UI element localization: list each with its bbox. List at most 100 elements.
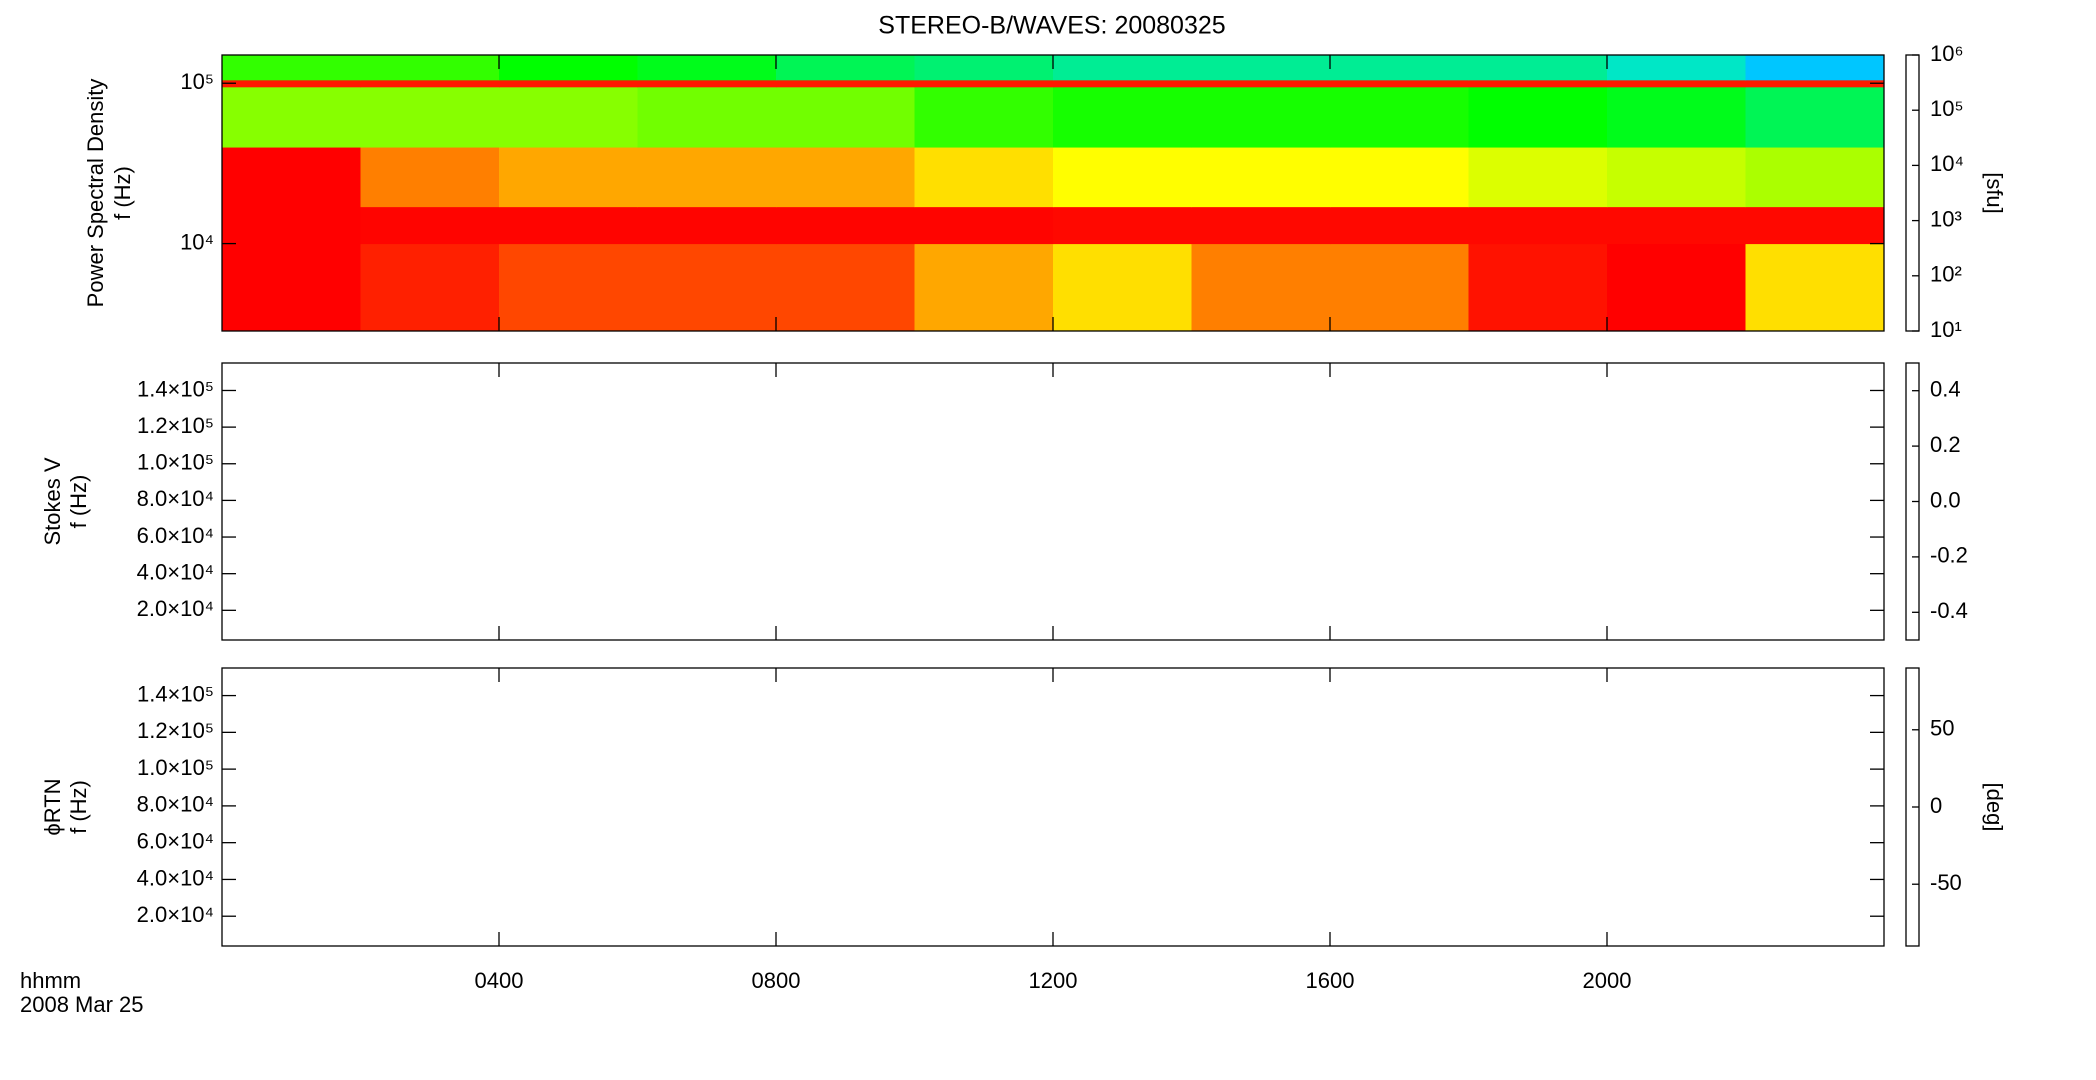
y-axis-label: f (Hz) [66, 780, 91, 834]
y-tick-label: 8.0×10⁴ [137, 792, 214, 817]
heatmap-cell [1745, 206, 1885, 245]
x-tick-label: 0400 [475, 968, 524, 993]
y-axis-label: ϕRTN [40, 778, 65, 835]
heatmap-cell [914, 55, 1054, 81]
heatmap-cell [1745, 55, 1885, 81]
colorbar-tick-label: 0.2 [1930, 432, 1961, 457]
heatmap-cell [1607, 55, 1746, 81]
heatmap-cell [499, 147, 638, 208]
x-tick-label: 1200 [1029, 968, 1078, 993]
x-tick-label: 2000 [1583, 968, 1632, 993]
x-tick-label: 1600 [1306, 968, 1355, 993]
y-tick-label: 2.0×10⁴ [137, 596, 214, 621]
heatmap-cell [1191, 55, 1331, 81]
heatmap-cell [776, 147, 915, 208]
heatmap-cell [360, 243, 500, 332]
heatmap-cell [1330, 86, 1469, 148]
heatmap-cell [1330, 79, 1469, 88]
colorbar-tick-label: 50 [1930, 716, 1954, 741]
heatmap-cell [637, 243, 777, 332]
colorbar-tick-label: -50 [1930, 870, 1962, 895]
y-axis-label: Power Spectral Density [83, 79, 108, 308]
colorbar-tick-label: 10² [1930, 262, 1962, 287]
y-axis-label: f (Hz) [66, 475, 91, 529]
heatmap-cell [222, 86, 361, 148]
plot-frame [221, 667, 1885, 947]
y-tick-label: 10⁴ [180, 229, 214, 254]
heatmap-cell [914, 243, 1054, 332]
colorbar-tick-label: 0 [1930, 793, 1942, 818]
heatmap-cell [914, 86, 1054, 148]
heatmap-cell [499, 86, 638, 148]
heatmap-cell [222, 55, 361, 81]
heatmap-cell [1053, 79, 1192, 88]
colorbar-tick-label: 0.4 [1930, 377, 1961, 402]
heatmap-cell [1468, 86, 1608, 148]
heatmap-cell [914, 206, 1054, 245]
heatmap-cell [1607, 206, 1746, 245]
heatmap-cell [914, 147, 1054, 208]
y-axis-label: f (Hz) [110, 166, 135, 220]
heatmap-cell [1191, 243, 1331, 332]
heatmap-cell [1330, 243, 1469, 332]
y-tick-label: 2.0×10⁴ [137, 902, 214, 927]
heatmap-cell [1330, 147, 1469, 208]
date-label: 2008 Mar 25 [20, 992, 144, 1017]
heatmap-cell [1330, 206, 1469, 245]
heatmap-cell [1053, 147, 1192, 208]
heatmap-cell [360, 147, 500, 208]
heatmap-cell [222, 206, 361, 245]
y-tick-label: 4.0×10⁴ [137, 559, 214, 584]
heatmap-cell [1607, 147, 1746, 208]
plot-frame [221, 362, 1885, 641]
heatmap-cell [222, 243, 361, 332]
heatmap-cell [637, 86, 777, 148]
y-tick-label: 6.0×10⁴ [137, 523, 214, 548]
heatmap-cell [1745, 147, 1885, 208]
heatmap-cell [1330, 55, 1469, 81]
heatmap-cell [1053, 86, 1192, 148]
y-tick-label: 6.0×10⁴ [137, 828, 214, 853]
heatmap-cell [499, 243, 638, 332]
heatmap-cell [360, 79, 500, 88]
colorbar-tick-label: 10⁵ [1930, 96, 1964, 121]
heatmap-cell [1745, 79, 1885, 88]
y-tick-label: 1.2×10⁵ [137, 413, 214, 438]
heatmap-cell [776, 55, 915, 81]
y-tick-label: 4.0×10⁴ [137, 865, 214, 890]
y-tick-label: 1.2×10⁵ [137, 718, 214, 743]
heatmap-cell [1053, 206, 1192, 245]
heatmap-cell [1191, 79, 1331, 88]
heatmap-cell [1191, 206, 1331, 245]
heatmap-cell [1053, 243, 1192, 332]
heatmap-cell [637, 55, 777, 81]
y-tick-label: 1.0×10⁵ [137, 755, 214, 780]
y-tick-label: 1.4×10⁵ [137, 681, 214, 706]
heatmap-cell [499, 206, 638, 245]
colorbar-tick-label: 10⁴ [1930, 151, 1964, 176]
colorbar-tick-label: 10⁶ [1930, 41, 1964, 66]
heatmap-cell [499, 79, 638, 88]
heatmap-cell [776, 206, 915, 245]
heatmap-cell [1468, 55, 1608, 81]
heatmap-cell [360, 206, 500, 245]
heatmap-cell [1745, 243, 1885, 332]
x-axis-label: hhmm [20, 968, 81, 993]
heatmap-cell [1468, 206, 1608, 245]
y-axis-label: Stokes V [40, 457, 65, 545]
heatmap-cell [1607, 86, 1746, 148]
colorbar-label: [sfu] [1982, 172, 2007, 214]
y-tick-label: 1.4×10⁵ [137, 376, 214, 401]
y-tick-label: 8.0×10⁴ [137, 486, 214, 511]
heatmap-cell [1607, 79, 1746, 88]
y-tick-label: 1.0×10⁵ [137, 450, 214, 475]
colorbar-tick-label: -0.2 [1930, 543, 1968, 568]
heatmap-cell [1468, 243, 1608, 332]
heatmap-cell [222, 147, 361, 208]
heatmap-cell [222, 79, 361, 88]
colorbar-tick-label: 0.0 [1930, 487, 1961, 512]
heatmap-cell [1607, 243, 1746, 332]
heatmap-cell [637, 206, 777, 245]
heatmap-cell [776, 243, 915, 332]
